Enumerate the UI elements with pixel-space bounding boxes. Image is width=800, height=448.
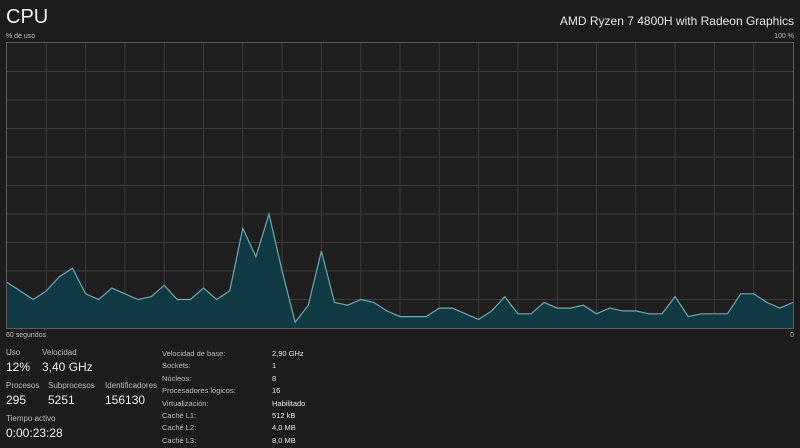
detail-row: Virtualización: Habilitado <box>162 398 305 410</box>
graph-y-axis-label: % de uso <box>6 33 36 40</box>
stat-handles-label: Identificadores <box>105 381 158 390</box>
detail-key: Procesadores lógicos: <box>162 386 236 396</box>
stat-processes: Procesos 295 <box>6 381 39 407</box>
graph-y-max-label: 100 % <box>774 33 794 40</box>
stat-processes-label: Procesos <box>6 381 40 390</box>
detail-key: Caché L1: <box>162 411 197 421</box>
detail-row: Sockets: 1 <box>162 360 305 372</box>
detail-row: Caché L3: 8,0 MB <box>162 435 305 447</box>
detail-value: 2,90 GHz <box>272 349 304 358</box>
detail-value: 8 <box>272 373 277 383</box>
detail-row: Núcleos: 8 <box>162 373 305 385</box>
detail-row: Caché L2: 4,0 MB <box>162 422 305 434</box>
stat-uptime-label: Tiempo activo <box>6 414 56 423</box>
detail-value: 512 kB <box>272 411 296 421</box>
detail-value: 4,0 MB <box>272 423 296 433</box>
cpu-usage-graph-canvas <box>7 43 793 328</box>
stat-handles-value: 156130 <box>105 393 146 407</box>
cpu-usage-line <box>7 211 793 324</box>
stat-usage: Uso 12% <box>6 348 30 374</box>
detail-key: Velocidad de base: <box>162 349 226 358</box>
detail-value: 8,0 MB <box>272 435 296 445</box>
detail-value: 1 <box>272 361 277 371</box>
stat-processes-value: 295 <box>6 393 27 407</box>
stat-handles: Identificadores 156130 <box>105 381 157 407</box>
detail-key: Caché L2: <box>162 423 197 433</box>
cpu-details-list: Velocidad de base: 2,90 GHz Sockets: 1 Núc… <box>162 348 305 447</box>
stat-usage-value: 12% <box>6 360 31 374</box>
stat-uptime-value: 0:00:23:28 <box>6 426 63 440</box>
detail-row: Velocidad de base: 2,90 GHz <box>162 348 305 360</box>
detail-value: 16 <box>272 386 281 396</box>
stat-threads: Subprocesos 5251 <box>48 381 95 407</box>
cpu-usage-area <box>7 214 793 328</box>
detail-key: Sockets: <box>162 361 191 371</box>
cpu-model-name: AMD Ryzen 7 4800H with Radeon Graphics <box>559 14 794 28</box>
stat-uptime: Tiempo activo 0:00:23:28 <box>6 414 63 440</box>
stat-threads-value: 5251 <box>48 393 75 407</box>
detail-row: Caché L1: 512 kB <box>162 410 305 422</box>
detail-value: Habilitado <box>272 398 306 408</box>
stat-speed: Velocidad 3,40 GHz <box>42 348 93 374</box>
graph-x-end-label: 0 <box>790 332 794 339</box>
cpu-usage-graph <box>6 42 794 329</box>
detail-key: Caché L3: <box>162 435 197 445</box>
page-title: CPU <box>6 6 49 28</box>
stat-speed-value: 3,40 GHz <box>42 360 93 374</box>
stat-speed-label: Velocidad <box>42 348 77 357</box>
stat-threads-label: Subprocesos <box>48 381 95 390</box>
detail-row: Procesadores lógicos: 16 <box>162 385 305 397</box>
detail-key: Virtualización: <box>162 398 209 408</box>
detail-key: Núcleos: <box>162 373 192 383</box>
graph-x-axis-label: 60 segundos <box>6 332 47 339</box>
stat-usage-label: Uso <box>6 348 21 357</box>
